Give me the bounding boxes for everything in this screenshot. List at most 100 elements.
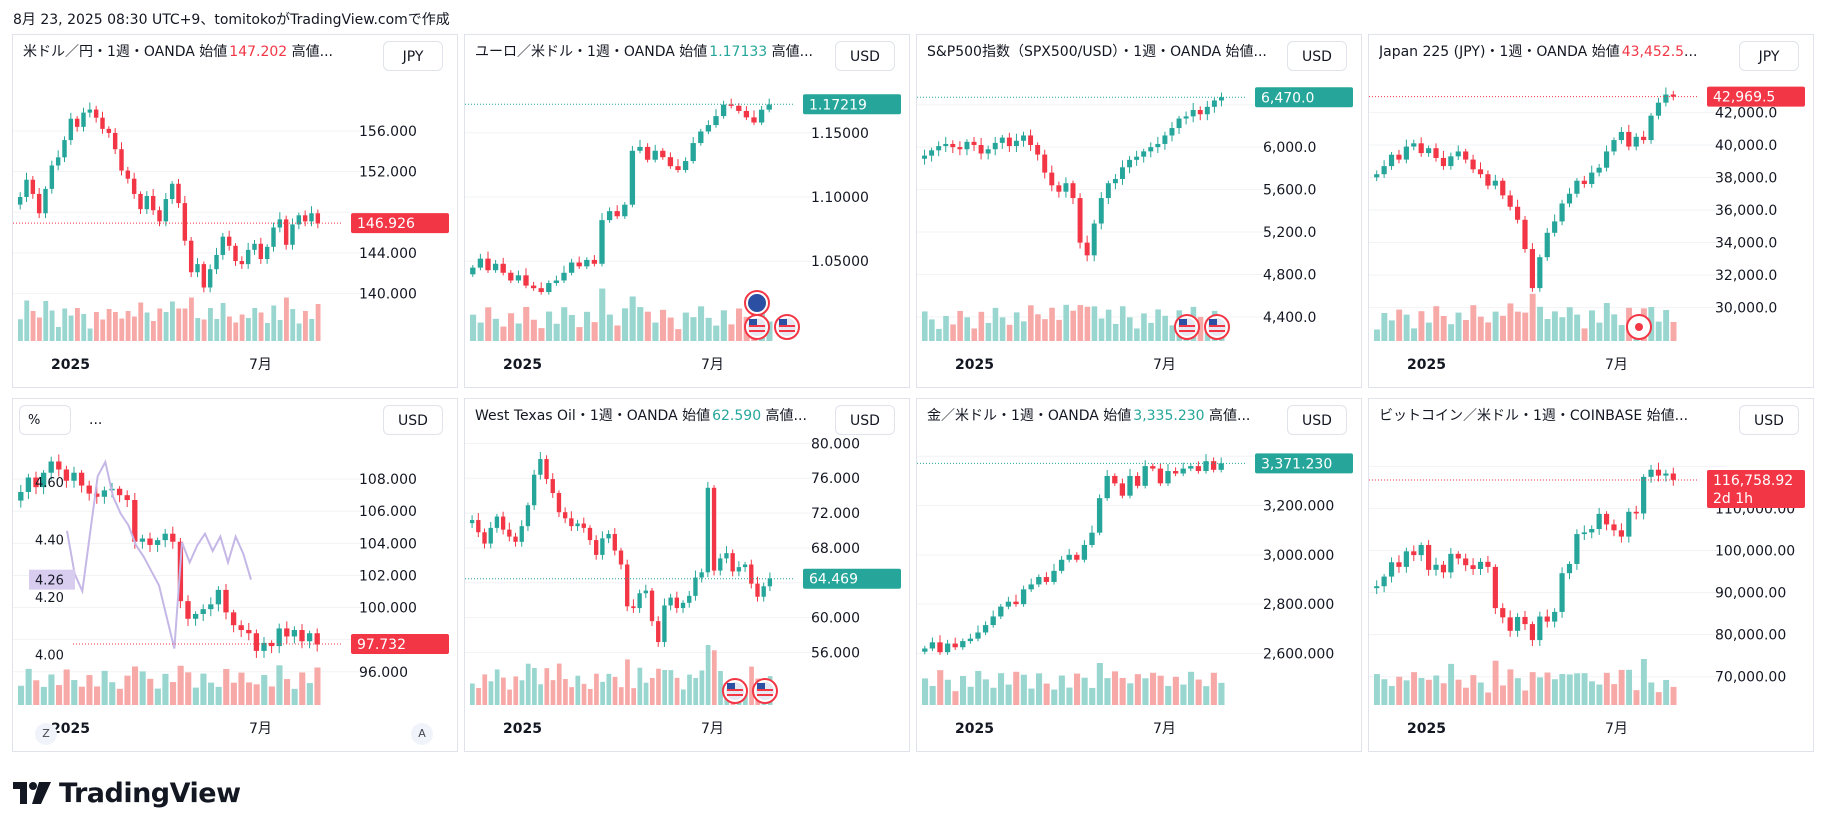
us-flag-icon[interactable]: [752, 678, 778, 704]
more-options-button[interactable]: ...: [89, 412, 103, 428]
currency-button[interactable]: USD: [1739, 405, 1799, 435]
volume-bar: [1544, 319, 1551, 341]
chart-canvas[interactable]: 80.000 76.000 72.000 68.000 60.000 56.000 64.4…: [465, 399, 910, 752]
symbol-info: S&P500指数（SPX500/USD）・1週・OANDA 始値...: [927, 44, 1267, 60]
volume-bar: [1633, 690, 1640, 705]
candle-body: [1006, 137, 1012, 147]
volume-bar: [1655, 321, 1662, 341]
chart-canvas[interactable]: 6,000.0 5,600.0 5,200.0 4,800.0 4,400.0 6,470…: [917, 35, 1362, 388]
volume-bar: [208, 682, 215, 705]
chart-canvas[interactable]: 110,000.00100,000.0090,000.0080,000.0070…: [1369, 399, 1814, 752]
us-flag-icon[interactable]: [1204, 314, 1230, 340]
volume-bar: [749, 666, 754, 705]
currency-button[interactable]: JPY: [1739, 41, 1799, 71]
volume-bar: [1035, 314, 1041, 341]
candle-body: [687, 595, 692, 603]
candle-body: [600, 538, 605, 555]
candle-body: [1418, 545, 1424, 556]
volume-bar: [699, 670, 705, 705]
title-overflow: 高値...: [767, 44, 814, 60]
currency-button[interactable]: USD: [1287, 405, 1347, 435]
chart-canvas[interactable]: 1.15000 1.10000 1.05000 1.17219 2025 7月: [465, 35, 910, 388]
volume-bar: [1084, 306, 1091, 341]
volume-bar: [1640, 659, 1647, 705]
chart-title[interactable]: 米ドル／円・1週・OANDA 始値 147.202 高値...: [23, 41, 383, 61]
chart-panel-2[interactable]: 1.15000 1.10000 1.05000 1.17219 2025 7月 ユーロ／米ド…: [464, 34, 910, 388]
volume-bar: [1169, 325, 1176, 341]
candle-body: [1190, 110, 1196, 117]
volume-bar: [985, 322, 992, 341]
currency-button[interactable]: USD: [835, 41, 895, 71]
candle-body: [1477, 169, 1484, 175]
currency-button[interactable]: USD: [1287, 41, 1347, 71]
chart-panel-5[interactable]: 4.60 4.40 4.20 4.00 4.26 108.000 106.000 104.00…: [12, 398, 458, 752]
chart-canvas[interactable]: 3,200.000 3,000.000 2,800.000 2,600.000 3,37…: [917, 399, 1362, 752]
chart-title[interactable]: S&P500指数（SPX500/USD）・1週・OANDA 始値...: [927, 41, 1287, 61]
chart-title[interactable]: ユーロ／米ドル・1週・OANDA 始値 1.17133 高値...: [475, 41, 835, 61]
candle-body: [758, 109, 765, 123]
chart-panel-6[interactable]: 80.000 76.000 72.000 68.000 60.000 56.000 64.4…: [464, 398, 910, 752]
chart-title[interactable]: Japan 225 (JPY)・1週・OANDA 始値 43,452.5...: [1379, 41, 1739, 61]
candle-body: [233, 245, 238, 262]
candle-body: [1522, 219, 1528, 250]
volume-bar: [1566, 674, 1573, 705]
us-flag-icon[interactable]: [1174, 314, 1200, 340]
candle-body: [749, 564, 754, 584]
tradingview-logo[interactable]: TradingView: [13, 776, 241, 810]
chart-canvas[interactable]: 4.60 4.40 4.20 4.00 4.26 108.000 106.000 104.00…: [13, 399, 458, 752]
candle-body: [1655, 102, 1662, 116]
candle-body: [68, 118, 74, 141]
volume-bar: [922, 311, 928, 341]
volume-bar: [594, 673, 599, 705]
chart-panel-4[interactable]: 42,000.0 40,000.0 38,000.0 36,000.0 34,000.0…: [1368, 34, 1814, 388]
open-value: 3,335.230: [1133, 408, 1205, 424]
volume-bar: [568, 314, 575, 341]
candle-body: [1537, 257, 1543, 289]
chart-panel-8[interactable]: 110,000.00 100,000.00 90,000.00 80,000.00 70…: [1368, 398, 1814, 752]
chart-panel-1[interactable]: 156.000 152.000 144.000 140.000 146.926 2025 7…: [12, 34, 458, 388]
volume-bar: [1566, 307, 1573, 341]
us-flag-icon[interactable]: [722, 678, 748, 704]
candle-body: [1455, 553, 1461, 559]
volume-bar: [138, 302, 144, 341]
candle-body: [724, 553, 729, 559]
chart-title[interactable]: West Texas Oil・1週・OANDA 始値 62.590 高値...: [475, 405, 835, 425]
volume-bar: [728, 324, 735, 341]
candle-body: [18, 491, 24, 501]
eu-flag-icon[interactable]: [744, 290, 770, 316]
volume-bar: [24, 300, 30, 341]
auto-scale-button[interactable]: A: [411, 723, 433, 745]
chart-panel-7[interactable]: 3,200.000 3,000.000 2,800.000 2,600.000 3,37…: [916, 398, 1362, 752]
candle-body: [591, 259, 598, 264]
candle-body: [743, 110, 750, 118]
volume-bar: [1180, 684, 1187, 705]
currency-button[interactable]: USD: [835, 405, 895, 435]
candle-body: [698, 131, 704, 144]
percent-scale-button[interactable]: %: [19, 405, 71, 435]
candle-body: [139, 538, 146, 542]
chart-canvas[interactable]: 156.000 152.000 144.000 140.000 146.926 2025 7…: [13, 35, 458, 388]
jp-flag-icon[interactable]: [1626, 314, 1652, 340]
yield-line-series: [66, 459, 252, 649]
symbol-info: ユーロ／米ドル・1週・OANDA 始値: [475, 44, 708, 60]
candle-body: [622, 204, 628, 217]
volume-bar: [291, 688, 298, 705]
chart-canvas[interactable]: 42,000.0 40,000.0 38,000.0 36,000.0 34,000.0…: [1369, 35, 1814, 388]
candle-body: [515, 275, 522, 281]
chart-title[interactable]: ビットコイン／米ドル・1週・COINBASE 始値...: [1379, 405, 1739, 425]
candle-body: [508, 272, 514, 281]
candle-body: [943, 143, 949, 147]
volume-bar: [144, 312, 150, 341]
chart-panel-3[interactable]: 6,000.0 5,600.0 5,200.0 4,800.0 4,400.0 6,470…: [916, 34, 1362, 388]
candle-body: [284, 628, 290, 637]
candle-body: [1210, 461, 1217, 470]
us-flag-icon[interactable]: [774, 314, 800, 340]
candle-body: [116, 488, 123, 496]
chart-title[interactable]: 金／米ドル・1週・OANDA 始値 3,335.230 高値...: [927, 405, 1287, 425]
candle-body: [86, 485, 92, 494]
us-flag-icon[interactable]: [744, 314, 770, 340]
zoom-button[interactable]: Z: [35, 723, 57, 745]
currency-button[interactable]: USD: [383, 405, 443, 435]
currency-button[interactable]: JPY: [383, 41, 443, 71]
volume-bar: [494, 669, 500, 705]
